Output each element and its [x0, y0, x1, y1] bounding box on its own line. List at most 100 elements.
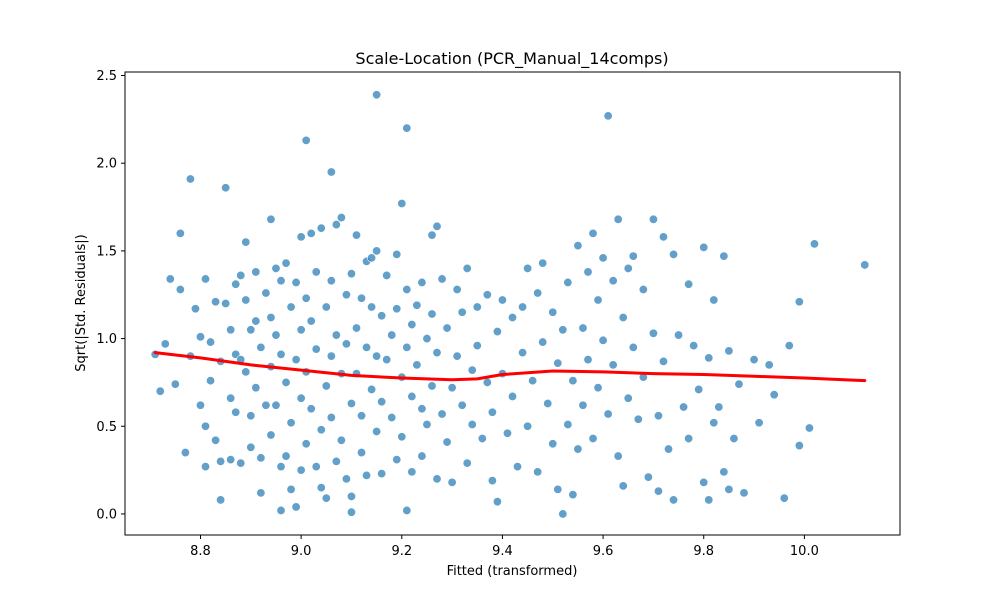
- scatter-point: [165, 274, 175, 284]
- scatter-point: [276, 276, 286, 286]
- scatter-point: [442, 323, 452, 333]
- scatter-point: [588, 434, 598, 444]
- scatter-point: [518, 348, 528, 358]
- scatter-point: [427, 230, 437, 240]
- scatter-point: [180, 448, 190, 458]
- scatter-point: [195, 400, 205, 410]
- scatter-point: [407, 467, 417, 477]
- scatter-point: [251, 383, 261, 393]
- scatter-point: [175, 284, 185, 294]
- scatter-point: [507, 391, 517, 401]
- scatter-point: [407, 320, 417, 330]
- scatter-point: [336, 213, 346, 223]
- x-tick-label: 9.0: [291, 544, 312, 559]
- scatter-point: [377, 311, 387, 321]
- scatter-point: [321, 381, 331, 391]
- scatter-point: [452, 351, 462, 361]
- scatter-point: [447, 383, 457, 393]
- scatter-point: [175, 228, 185, 238]
- scatter-point: [266, 430, 276, 440]
- scatter-point: [427, 381, 437, 391]
- scatter-point: [402, 505, 412, 515]
- scatter-point: [472, 341, 482, 351]
- scatter-point: [201, 421, 211, 431]
- scatter-point: [432, 221, 442, 231]
- scatter-point: [170, 379, 180, 389]
- scatter-point: [809, 239, 819, 249]
- scatter-point: [467, 420, 477, 430]
- y-tick-label: 1.0: [96, 332, 117, 347]
- scatter-point: [236, 270, 246, 280]
- scatter-point: [281, 451, 291, 461]
- scatter-point: [372, 427, 382, 437]
- scatter-point: [558, 325, 568, 335]
- scatter-point: [754, 418, 764, 428]
- scatter-point: [382, 270, 392, 280]
- scatter-point: [860, 260, 870, 270]
- scatter-point: [568, 376, 578, 386]
- scatter-point: [658, 232, 668, 242]
- y-tick-label: 2.5: [96, 69, 117, 84]
- scatter-point: [185, 174, 195, 184]
- trend-line: [153, 351, 867, 383]
- scatter-point: [316, 425, 326, 435]
- scatter-point: [648, 328, 658, 338]
- scatter-point: [351, 230, 361, 240]
- scatter-point: [462, 263, 472, 273]
- scatter-point: [457, 307, 467, 317]
- scatter-point: [618, 481, 628, 491]
- scatter-point: [246, 442, 256, 452]
- scatter-point: [357, 411, 367, 421]
- scatter-point: [367, 253, 377, 263]
- scatter-point: [256, 488, 266, 498]
- scatter-point: [628, 251, 638, 261]
- scatter-point: [261, 288, 271, 298]
- scatter-point: [201, 462, 211, 472]
- scatter-point: [643, 472, 653, 482]
- scatter-point: [518, 302, 528, 312]
- scatter-point: [291, 502, 301, 512]
- scatter-point: [241, 295, 251, 305]
- scatter-point: [372, 90, 382, 100]
- scatter-point: [603, 111, 613, 121]
- scatter-point: [794, 297, 804, 307]
- scatter-point: [734, 379, 744, 389]
- x-tick-label: 9.4: [492, 544, 513, 559]
- scatter-point: [487, 476, 497, 486]
- scatter-point: [226, 393, 236, 403]
- scatter-point: [346, 507, 356, 517]
- scatter-point: [251, 316, 261, 326]
- scatter-point: [291, 355, 301, 365]
- scatter-point: [306, 316, 316, 326]
- scatter-point: [246, 325, 256, 335]
- scatter-point: [507, 313, 517, 323]
- scatter-point: [362, 470, 372, 480]
- scatter-point: [553, 358, 563, 368]
- scatter-point: [528, 376, 538, 386]
- scatter-point: [417, 451, 427, 461]
- scatter-point: [538, 258, 548, 268]
- x-tick-label: 9.6: [593, 544, 614, 559]
- scatter-point: [583, 267, 593, 277]
- scatter-point: [160, 339, 170, 349]
- y-tick-label: 1.5: [96, 244, 117, 259]
- scatter-point: [226, 325, 236, 335]
- scatter-point: [568, 490, 578, 500]
- scatter-point: [724, 484, 734, 494]
- scatter-point: [412, 300, 422, 310]
- scatter-point: [804, 423, 814, 433]
- scatter-point: [533, 288, 543, 298]
- scatter-point: [241, 237, 251, 247]
- scatter-point: [397, 199, 407, 209]
- scatter-point: [301, 135, 311, 145]
- scatter-point: [432, 348, 442, 358]
- x-axis-label: Fitted (transformed): [447, 564, 578, 579]
- scatter-point: [367, 302, 377, 312]
- x-tick-label: 8.8: [190, 544, 211, 559]
- scatter-point: [603, 409, 613, 419]
- scatter-point: [719, 467, 729, 477]
- x-tick-label: 10.0: [790, 544, 819, 559]
- scatter-point: [392, 455, 402, 465]
- scatter-point: [190, 304, 200, 314]
